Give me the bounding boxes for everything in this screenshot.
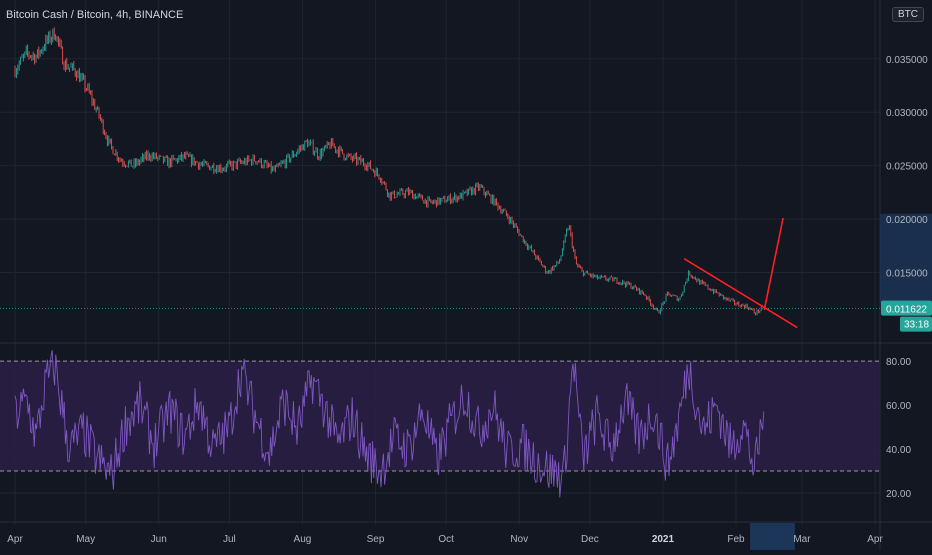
chart-title: Bitcoin Cash / Bitcoin, 4h, BINANCE (6, 9, 184, 21)
time-tick-label: Apr (7, 534, 23, 545)
time-tick-label: Feb (727, 534, 745, 545)
time-tick-label: Sep (367, 534, 385, 545)
price-layer (0, 27, 880, 316)
time-range-highlight (750, 523, 795, 550)
price-tick-label: 0.015000 (886, 269, 928, 280)
time-tick-label: Dec (581, 534, 599, 545)
highlight-layer (750, 213, 932, 550)
price-tick-label: 0.025000 (886, 162, 928, 173)
time-tick-label: Oct (438, 534, 454, 545)
price-range-highlight (880, 213, 932, 304)
time-tick-label: Jun (151, 534, 167, 545)
countdown-label: 33:18 (904, 320, 929, 331)
price-tick-label: 0.035000 (886, 55, 928, 66)
time-tick-label: Apr (867, 534, 883, 545)
rsi-tick-label: 20.00 (886, 489, 911, 500)
price-tick-label: 0.020000 (886, 215, 928, 226)
rsi-tick-label: 80.00 (886, 357, 911, 368)
trendline-1 (683, 257, 798, 329)
rsi-tick-label: 40.00 (886, 445, 911, 456)
rsi-tick-label: 60.00 (886, 401, 911, 412)
rsi-band (0, 361, 880, 472)
time-tick-label: May (76, 534, 95, 545)
trendline-2 (763, 217, 784, 311)
axis-layer: 0.035000 0.030000 0.025000 0.020000 0.015000… (7, 55, 932, 545)
time-tick-label: Aug (294, 534, 312, 545)
time-tick-label: Jul (223, 534, 236, 545)
price-tick-label: 0.030000 (886, 108, 928, 119)
rsi-line (14, 350, 765, 498)
current-price-label: 0.011622 (886, 305, 927, 316)
countdown-tag (900, 316, 932, 332)
currency-badge[interactable]: BTC (892, 7, 924, 22)
annotation-layer (683, 217, 798, 329)
time-tick-label: Mar (793, 534, 811, 545)
time-tick-label: Nov (510, 534, 528, 545)
current-price-tag (881, 300, 932, 316)
time-tick-label: 2021 (652, 534, 675, 545)
rsi-layer (14, 350, 765, 498)
rsi-band-layer (0, 360, 880, 472)
